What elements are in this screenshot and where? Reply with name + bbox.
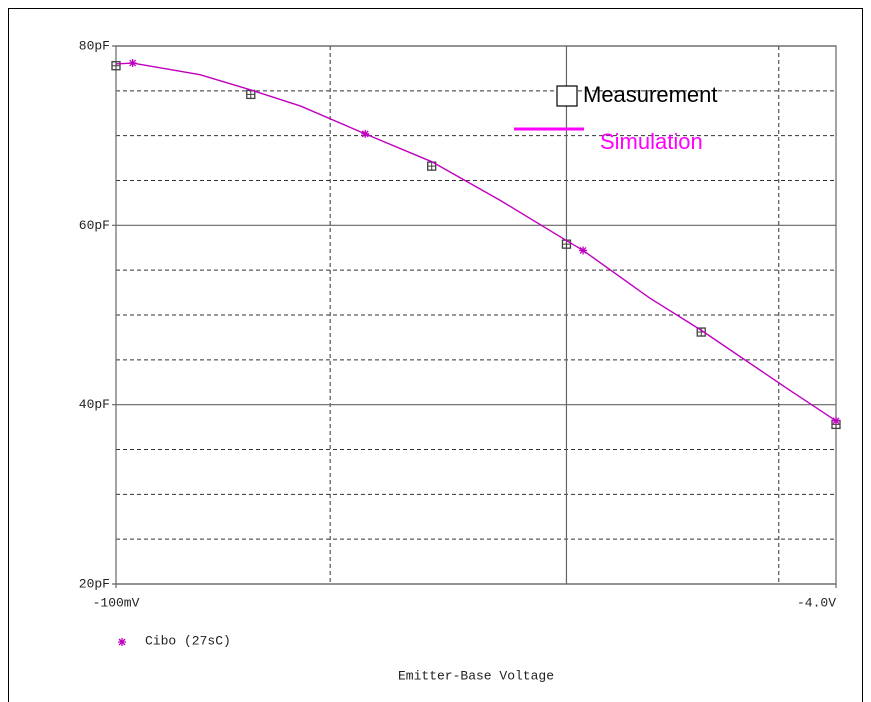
y-tick-label: 80pF: [79, 38, 110, 53]
y-tick-label: 20pF: [79, 576, 110, 591]
frame: [8, 8, 863, 702]
legend-label: Simulation: [600, 129, 703, 154]
measurement-point-cross: [562, 240, 571, 249]
x-tick-label: -4.0V: [797, 595, 836, 610]
x-axis-label: Emitter-Base Voltage: [398, 668, 554, 683]
plot-border: [115, 45, 837, 585]
trace-legend-marker: [118, 638, 126, 646]
measurement-point-cross: [246, 90, 255, 99]
legend-swatch: [556, 85, 578, 107]
simulation-marker: [128, 59, 137, 68]
measurement-point-cross: [427, 162, 436, 171]
y-tick-label: 40pF: [79, 397, 110, 412]
y-tick-label: 60pF: [79, 218, 110, 233]
simulation-marker: [832, 416, 840, 425]
measurement-point-cross: [112, 61, 120, 70]
x-tick-label: -100mV: [93, 595, 140, 610]
simulation-marker: [579, 246, 588, 255]
simulation-marker: [361, 129, 370, 138]
simulation-curve: [115, 62, 837, 422]
legend-label: Measurement: [583, 82, 718, 107]
trace-legend-label: Cibo (27sC): [145, 633, 231, 648]
